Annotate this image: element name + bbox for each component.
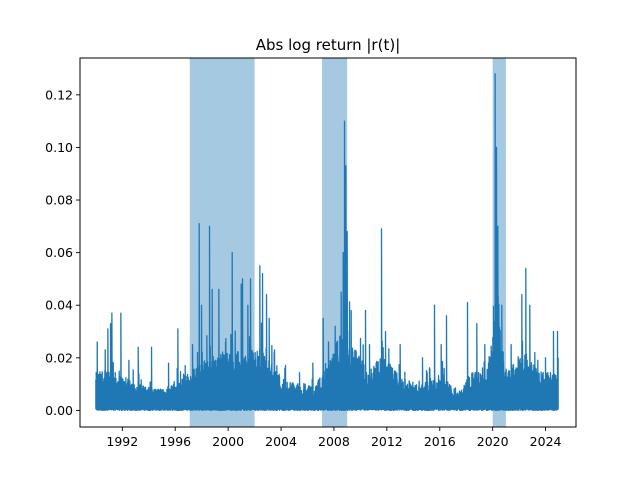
- y-tick-label: 0.10: [45, 140, 73, 155]
- x-tick-label: 2016: [424, 434, 456, 449]
- plot-frame: [79, 57, 577, 428]
- x-tick-label: 2012: [371, 434, 403, 449]
- y-tick-label: 0.00: [45, 403, 73, 418]
- y-tick-label: 0.08: [45, 193, 73, 208]
- x-tick-label: 1996: [159, 434, 191, 449]
- x-tick-label: 1992: [106, 434, 138, 449]
- y-tick-label: 0.06: [45, 245, 73, 260]
- y-tick-label: 0.04: [45, 298, 73, 313]
- x-tick-label: 2004: [265, 434, 297, 449]
- y-tick-label: 0.12: [45, 87, 73, 102]
- y-tick-label: 0.02: [45, 350, 73, 365]
- x-tick-label: 2000: [212, 434, 244, 449]
- axes: 1992 1996 2000 2004 2008 2012 2016 2020 2024 0.00…: [45, 87, 561, 449]
- chart-title: Abs log return |r(t)|: [256, 36, 401, 54]
- x-tick-label: 2020: [477, 434, 509, 449]
- x-tick-label: 2008: [318, 434, 350, 449]
- series-line: [95, 73, 559, 412]
- abs-log-return-line: [95, 73, 559, 412]
- x-tick-label: 2024: [530, 434, 562, 449]
